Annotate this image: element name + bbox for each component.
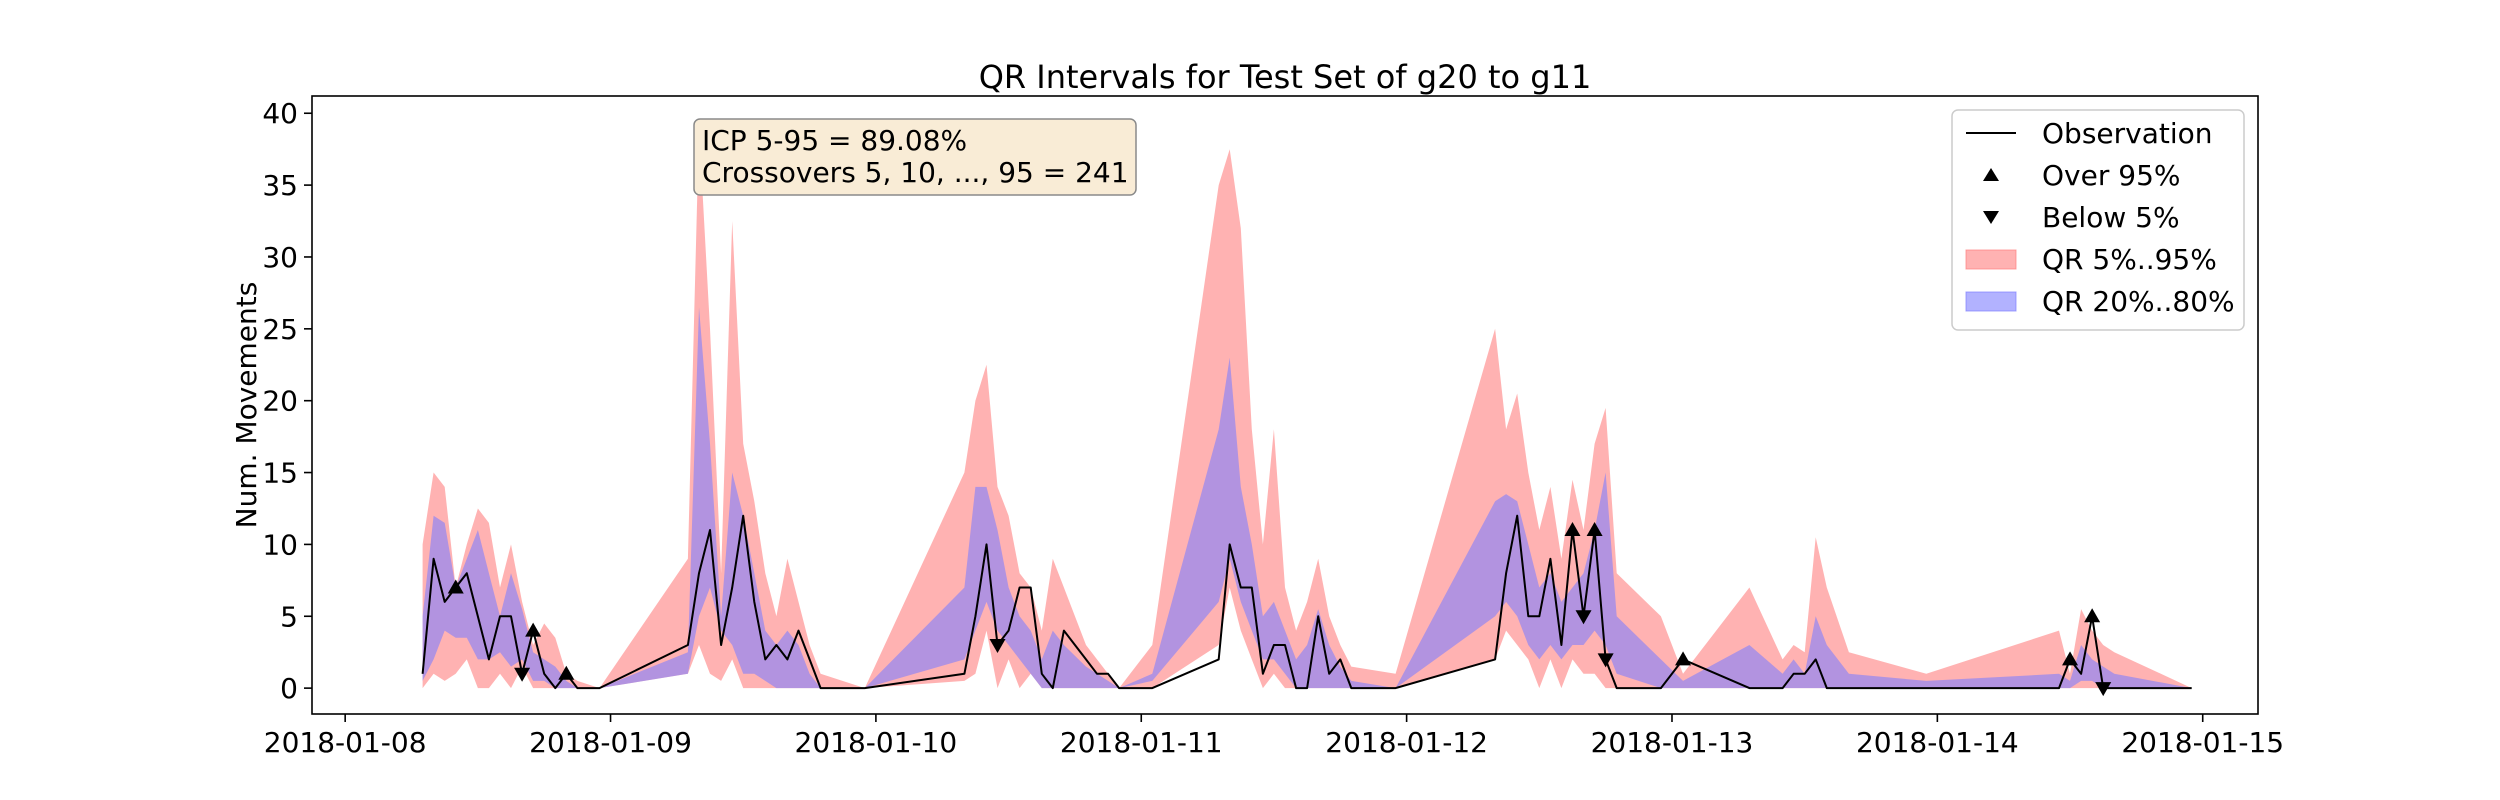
y-tick-label: 30 <box>262 241 298 274</box>
y-tick-label: 10 <box>262 528 298 561</box>
y-tick-label: 40 <box>262 97 298 130</box>
y-axis: 0 5 10 15 20 25 30 35 40 <box>262 97 312 705</box>
below-5-marker <box>1597 653 1614 668</box>
legend-outer-band-swatch <box>1965 249 2017 270</box>
below-5-marker <box>2095 682 2112 697</box>
observation-line <box>421 514 2192 690</box>
legend-label-qr-20-80: QR 20%..80% <box>2042 285 2235 318</box>
over-95-marker <box>1675 651 1692 666</box>
observation-layer <box>421 514 2192 690</box>
legend-label-qr-5-95: QR 5%..95% <box>2042 243 2217 276</box>
over-95-marker <box>525 622 542 637</box>
legend: Observation Over 95% Below 5% QR 5%..95%… <box>1951 109 2245 331</box>
below-5-marker <box>514 667 531 682</box>
annotation-box: ICP 5-95 = 89.08% Crossovers 5, 10, ...,… <box>693 118 1137 196</box>
y-axis-label: Num. Movements <box>230 282 263 529</box>
marker-layer <box>447 522 2112 697</box>
legend-frame <box>1951 109 2245 331</box>
x-tick-label: 2018-01-15 <box>2121 726 2284 759</box>
legend-triangle-down-icon <box>1983 211 1999 224</box>
x-tick-label: 2018-01-08 <box>264 726 427 759</box>
legend-triangle-up-icon <box>1983 168 1999 181</box>
y-tick-label: 35 <box>262 169 298 202</box>
y-tick-label: 20 <box>262 385 298 418</box>
x-tick-label: 2018-01-14 <box>1856 726 2019 759</box>
legend-label-observation: Observation <box>2042 117 2213 150</box>
x-tick-label: 2018-01-12 <box>1325 726 1488 759</box>
x-tick-label: 2018-01-10 <box>795 726 958 759</box>
outer-band-area <box>422 127 2192 689</box>
over-95-marker <box>558 665 575 680</box>
x-tick-label: 2018-01-13 <box>1591 726 1754 759</box>
x-tick-label: 2018-01-11 <box>1060 726 1223 759</box>
over-95-marker <box>2062 651 2079 666</box>
legend-label-below-5: Below 5% <box>2042 201 2180 234</box>
y-tick-label: 5 <box>280 600 298 633</box>
over-95-marker <box>447 579 464 594</box>
annotation-line-crossovers: Crossovers 5, 10, ..., 95 = 241 <box>702 156 1129 189</box>
below-5-marker <box>989 639 1006 654</box>
x-axis: 2018-01-08 2018-01-09 2018-01-10 2018-01-11… <box>264 714 2284 759</box>
y-tick-label: 15 <box>262 457 298 490</box>
legend-inner-band-swatch <box>1965 291 2017 312</box>
chart-title: QR Intervals for Test Set of g20 to g11 <box>979 58 1592 96</box>
over-95-marker <box>1586 522 1603 537</box>
legend-label-over-95: Over 95% <box>2042 159 2180 192</box>
over-95-marker <box>2084 608 2101 623</box>
over-95-marker <box>1564 522 1581 537</box>
annotation-background <box>693 118 1137 196</box>
x-tick-label: 2018-01-09 <box>529 726 692 759</box>
plot-frame <box>311 95 2259 715</box>
bands-layer <box>422 127 2192 689</box>
y-tick-label: 25 <box>262 313 298 346</box>
y-tick-label: 0 <box>280 672 298 705</box>
below-5-marker <box>1575 610 1592 625</box>
annotation-line-icp: ICP 5-95 = 89.08% <box>702 124 967 157</box>
